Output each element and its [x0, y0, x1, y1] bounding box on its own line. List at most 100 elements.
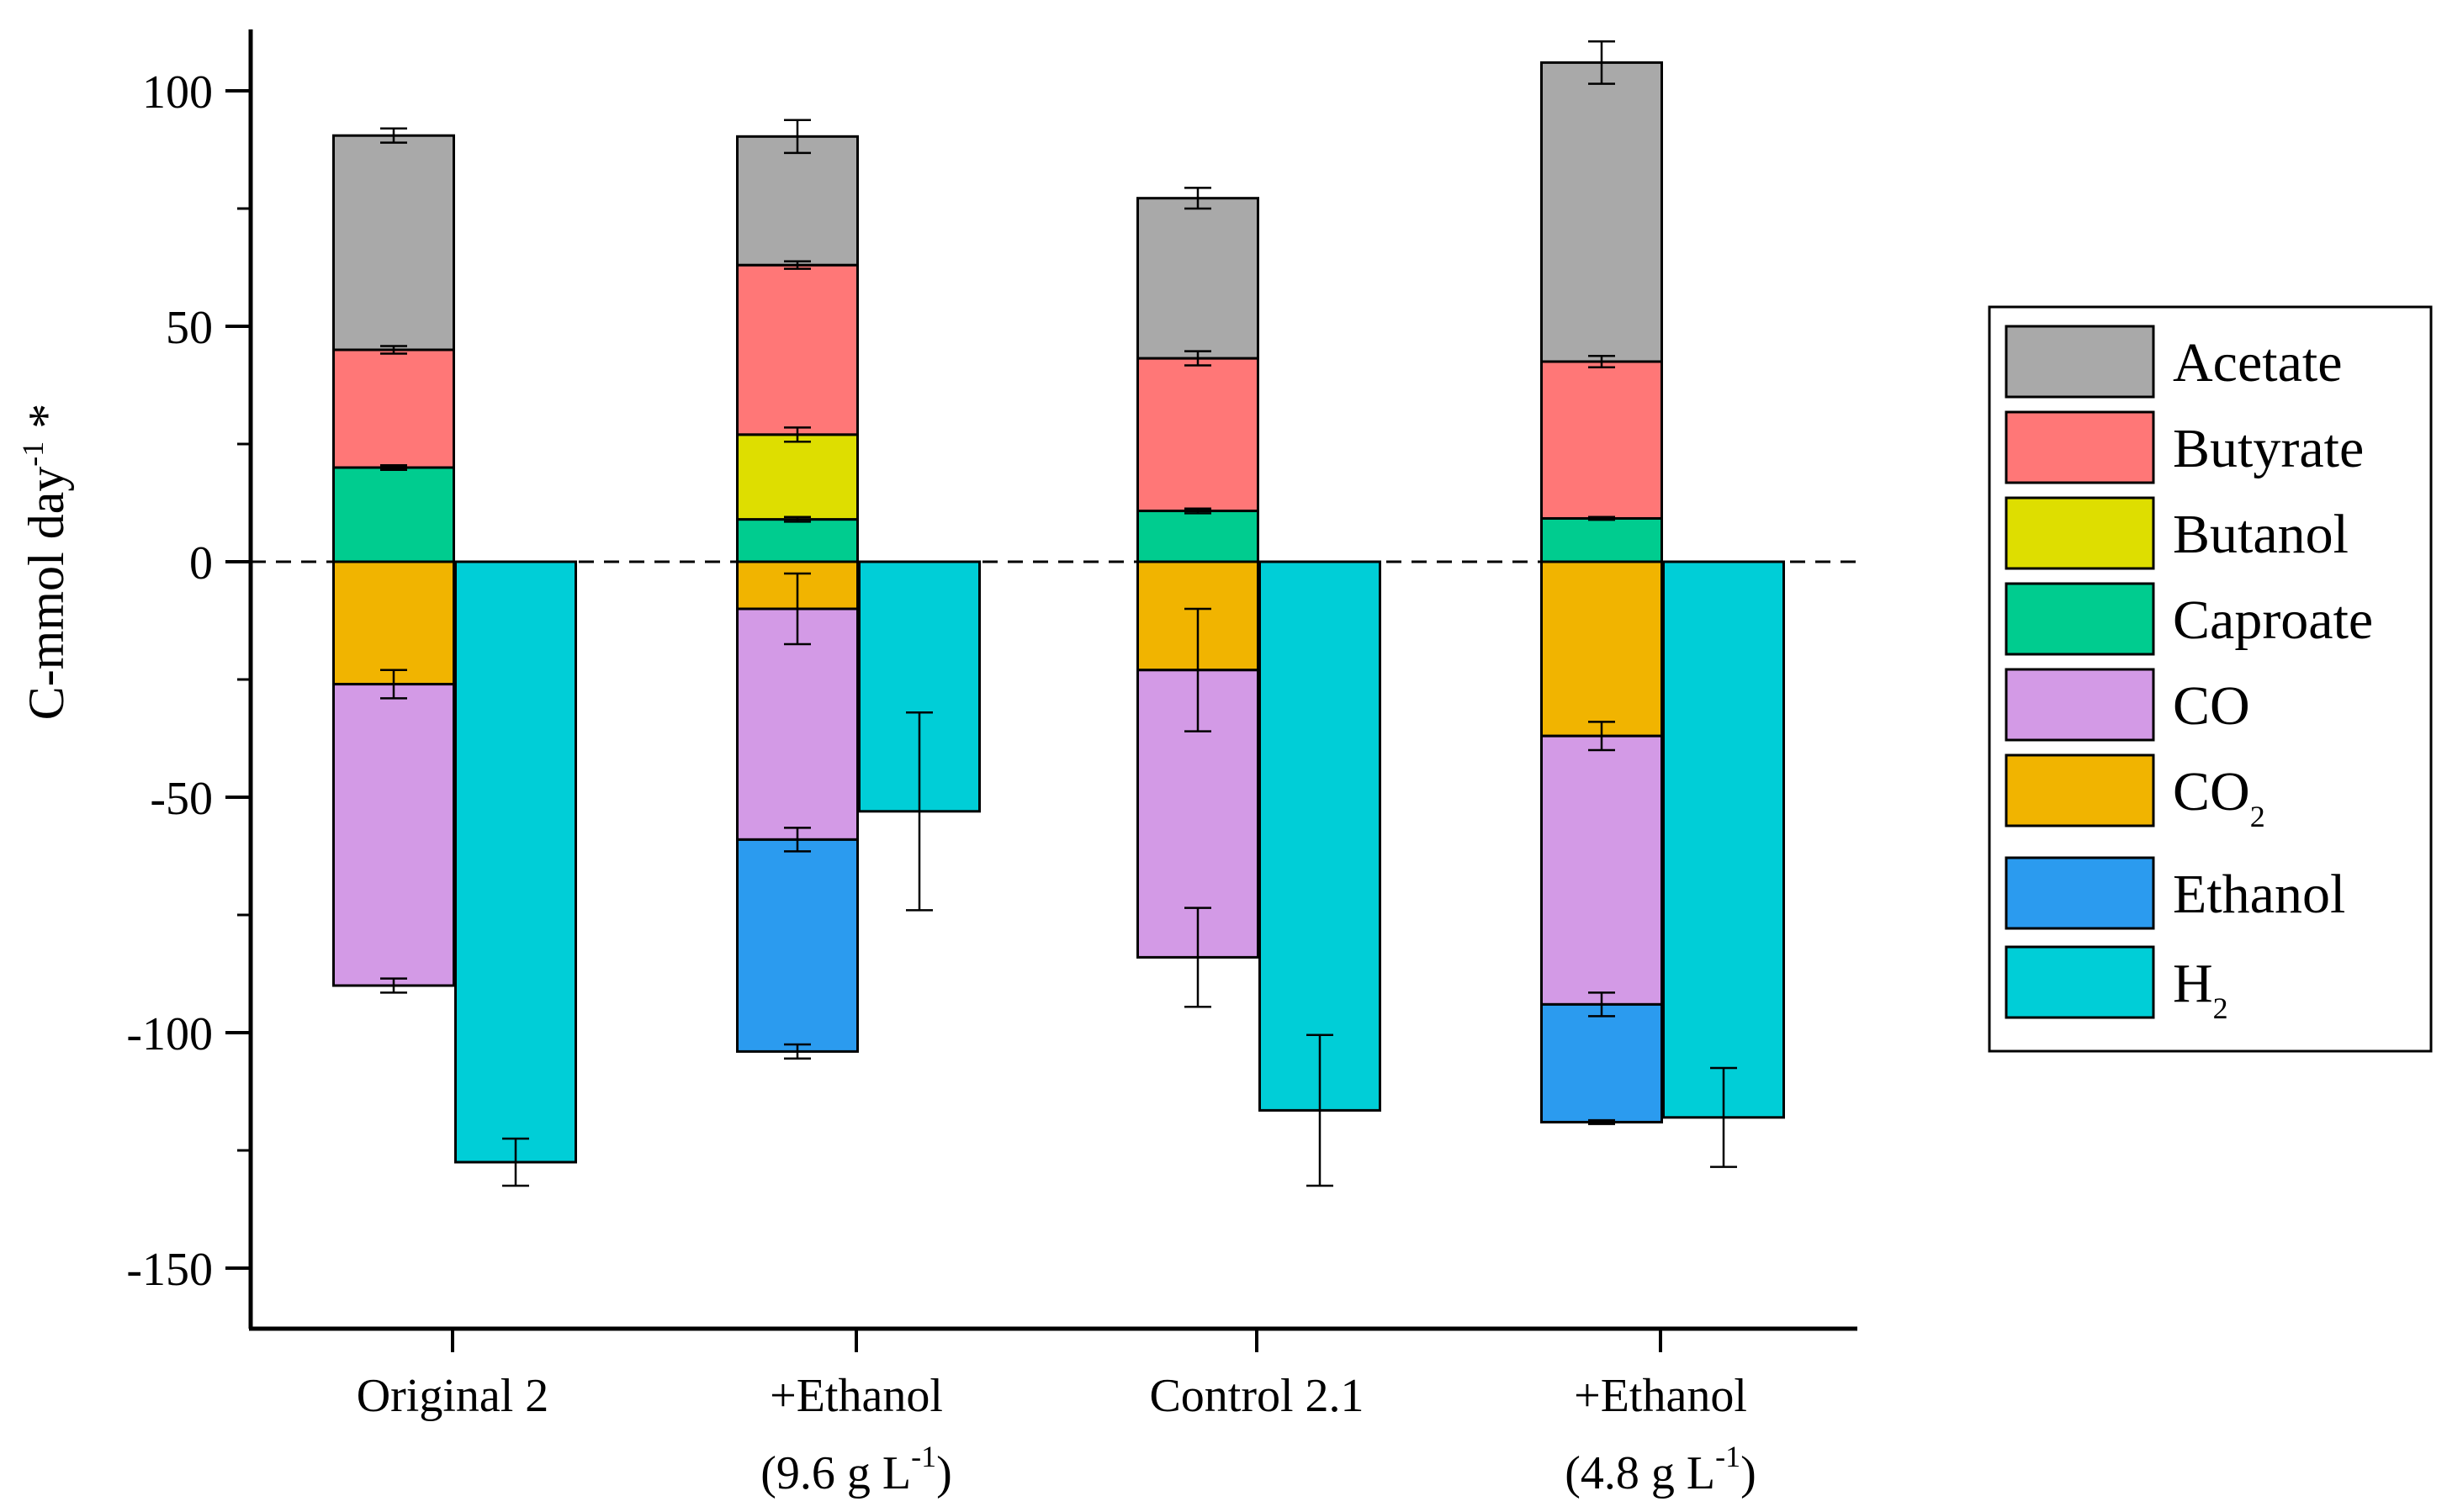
error-bar-eth96-acetate: [784, 119, 811, 155]
legend-label-subscript: 2: [2250, 800, 2265, 833]
legend-item-h2: H2: [2005, 945, 2228, 1025]
error-bar-eth96-co: [784, 827, 811, 853]
error-bar-eth48-h2: [1710, 1066, 1737, 1168]
bar-ctrl-h2: [1258, 560, 1381, 1112]
error-bar-eth96-h2: [906, 711, 933, 912]
y-axis-label-superscript: -1: [16, 441, 50, 467]
x-label-ctrl: Control 2.1: [1149, 1370, 1364, 1422]
legend-label-main: Caproate: [2173, 589, 2373, 651]
legend-label-main: Butanol: [2173, 504, 2349, 565]
bar-eth96-co: [736, 607, 859, 841]
legend-label: CO2: [2173, 761, 2265, 833]
error-bar-orig-h2: [502, 1137, 529, 1187]
legend-swatch: [2005, 753, 2155, 827]
legend-item-caproate: Caproate: [2005, 582, 2373, 656]
error-bar-orig-acetate: [380, 127, 407, 144]
x-label-orig: Original 2: [357, 1370, 549, 1422]
legend-swatch: [2005, 496, 2155, 570]
bar-eth96-caproate: [736, 518, 859, 563]
y-tick-label: -100: [126, 1008, 213, 1060]
x-label-eth96: +Ethanol: [770, 1370, 943, 1422]
x-label-line2-superscript: -1: [911, 1440, 936, 1473]
bar-eth96-ethanol: [736, 838, 859, 1053]
x-label-line2-main: (4.8 g L: [1565, 1447, 1715, 1499]
legend-label-main: CO: [2173, 675, 2250, 737]
x-label-eth48-line2: (4.8 g L-1): [1565, 1440, 1756, 1499]
bar-eth96-butyrate: [736, 263, 859, 436]
legend-label: Acetate: [2173, 332, 2343, 394]
bar-ctrl-acetate: [1136, 197, 1259, 360]
error-bar-ctrl-h2: [1306, 1034, 1333, 1187]
legend-label: Ethanol: [2173, 864, 2345, 925]
legend-label: H2: [2173, 953, 2228, 1025]
error-bar-ctrl-caproate: [1184, 507, 1211, 515]
error-bar-orig-butyrate: [380, 345, 407, 355]
bar-eth48-butyrate: [1540, 360, 1663, 520]
legend-item-co: CO: [2005, 668, 2250, 742]
legend-label-main: Ethanol: [2173, 864, 2345, 925]
error-bar-eth96-butyrate: [784, 260, 811, 270]
bar-orig-co: [332, 683, 455, 987]
y-axis-label-suffix: *: [19, 404, 74, 441]
x-label-eth48: +Ethanol: [1574, 1370, 1747, 1422]
error-bar-eth48-co: [1588, 991, 1615, 1018]
legend-swatch: [2005, 582, 2155, 656]
x-label-line2-close: ): [936, 1447, 952, 1499]
bar-eth48-h2: [1662, 560, 1785, 1119]
error-bar-orig-co: [380, 977, 407, 994]
error-bar-eth48-co2: [1588, 721, 1615, 752]
legend-item-ethanol: Ethanol: [2005, 856, 2345, 930]
error-bar-eth48-acetate: [1588, 40, 1615, 85]
bar-eth48-co: [1540, 734, 1663, 1006]
error-bar-orig-co2: [380, 669, 407, 700]
error-bars-layer: [380, 40, 1737, 1187]
error-bar-eth96-caproate: [784, 515, 811, 523]
error-bar-eth96-butanol: [784, 426, 811, 443]
legend-swatch: [2005, 945, 2155, 1019]
bar-orig-caproate: [332, 466, 455, 563]
legend-swatch: [2005, 325, 2155, 399]
legend-swatch: [2005, 668, 2155, 742]
bar-eth48-ethanol: [1540, 1002, 1663, 1123]
legend-label: CO: [2173, 675, 2250, 737]
legend-item-butyrate: Butyrate: [2005, 410, 2364, 484]
x-label-line2-superscript: -1: [1715, 1440, 1740, 1473]
bar-orig-butyrate: [332, 348, 455, 469]
legend: Acetate Butyrate Butanol Caproate CO CO2 Ethan…: [1988, 305, 2433, 1053]
legend-label-main: H: [2173, 953, 2213, 1014]
legend-item-butanol: Butanol: [2005, 496, 2349, 570]
legend-label: Caproate: [2173, 589, 2373, 651]
y-tick-label: 50: [166, 302, 213, 354]
legend-label: Butanol: [2173, 504, 2349, 565]
bar-eth48-caproate: [1540, 516, 1663, 563]
y-tick-label: -150: [126, 1244, 213, 1296]
error-bar-ctrl-co2: [1184, 607, 1211, 732]
y-ticks: -150 -100 -50 0 50 100: [126, 66, 251, 1296]
x-label-eth96-line2: (9.6 g L-1): [760, 1440, 952, 1499]
y-axis-label-main: C-mmol day: [19, 467, 74, 721]
bar-eth96-butanol: [736, 433, 859, 521]
bars-layer: [332, 61, 1785, 1164]
error-bar-eth96-co2: [784, 572, 811, 646]
bar-ctrl-butyrate: [1136, 357, 1259, 513]
error-bar-eth48-butyrate: [1588, 355, 1615, 368]
error-bar-ctrl-butyrate: [1184, 350, 1211, 367]
y-tick-label: 100: [142, 66, 213, 119]
error-bar-orig-caproate: [380, 463, 407, 472]
bar-eth96-acetate: [736, 135, 859, 267]
bar-orig-h2: [454, 560, 577, 1164]
legend-swatch: [2005, 410, 2155, 484]
x-label-line2-main: (9.6 g L: [760, 1447, 911, 1499]
legend-label: Butyrate: [2173, 418, 2364, 479]
legend-item-acetate: Acetate: [2005, 325, 2343, 399]
bar-eth48-co2: [1540, 560, 1663, 737]
error-bar-eth48-caproate: [1588, 515, 1615, 521]
error-bar-ctrl-co: [1184, 907, 1211, 1008]
error-bar-eth48-ethanol: [1588, 1118, 1615, 1125]
legend-label-main: Butyrate: [2173, 418, 2364, 479]
y-tick-label: 0: [189, 537, 213, 589]
legend-label-main: Acetate: [2173, 332, 2343, 394]
bar-ctrl-caproate: [1136, 510, 1259, 563]
error-bar-eth96-ethanol: [784, 1043, 811, 1060]
